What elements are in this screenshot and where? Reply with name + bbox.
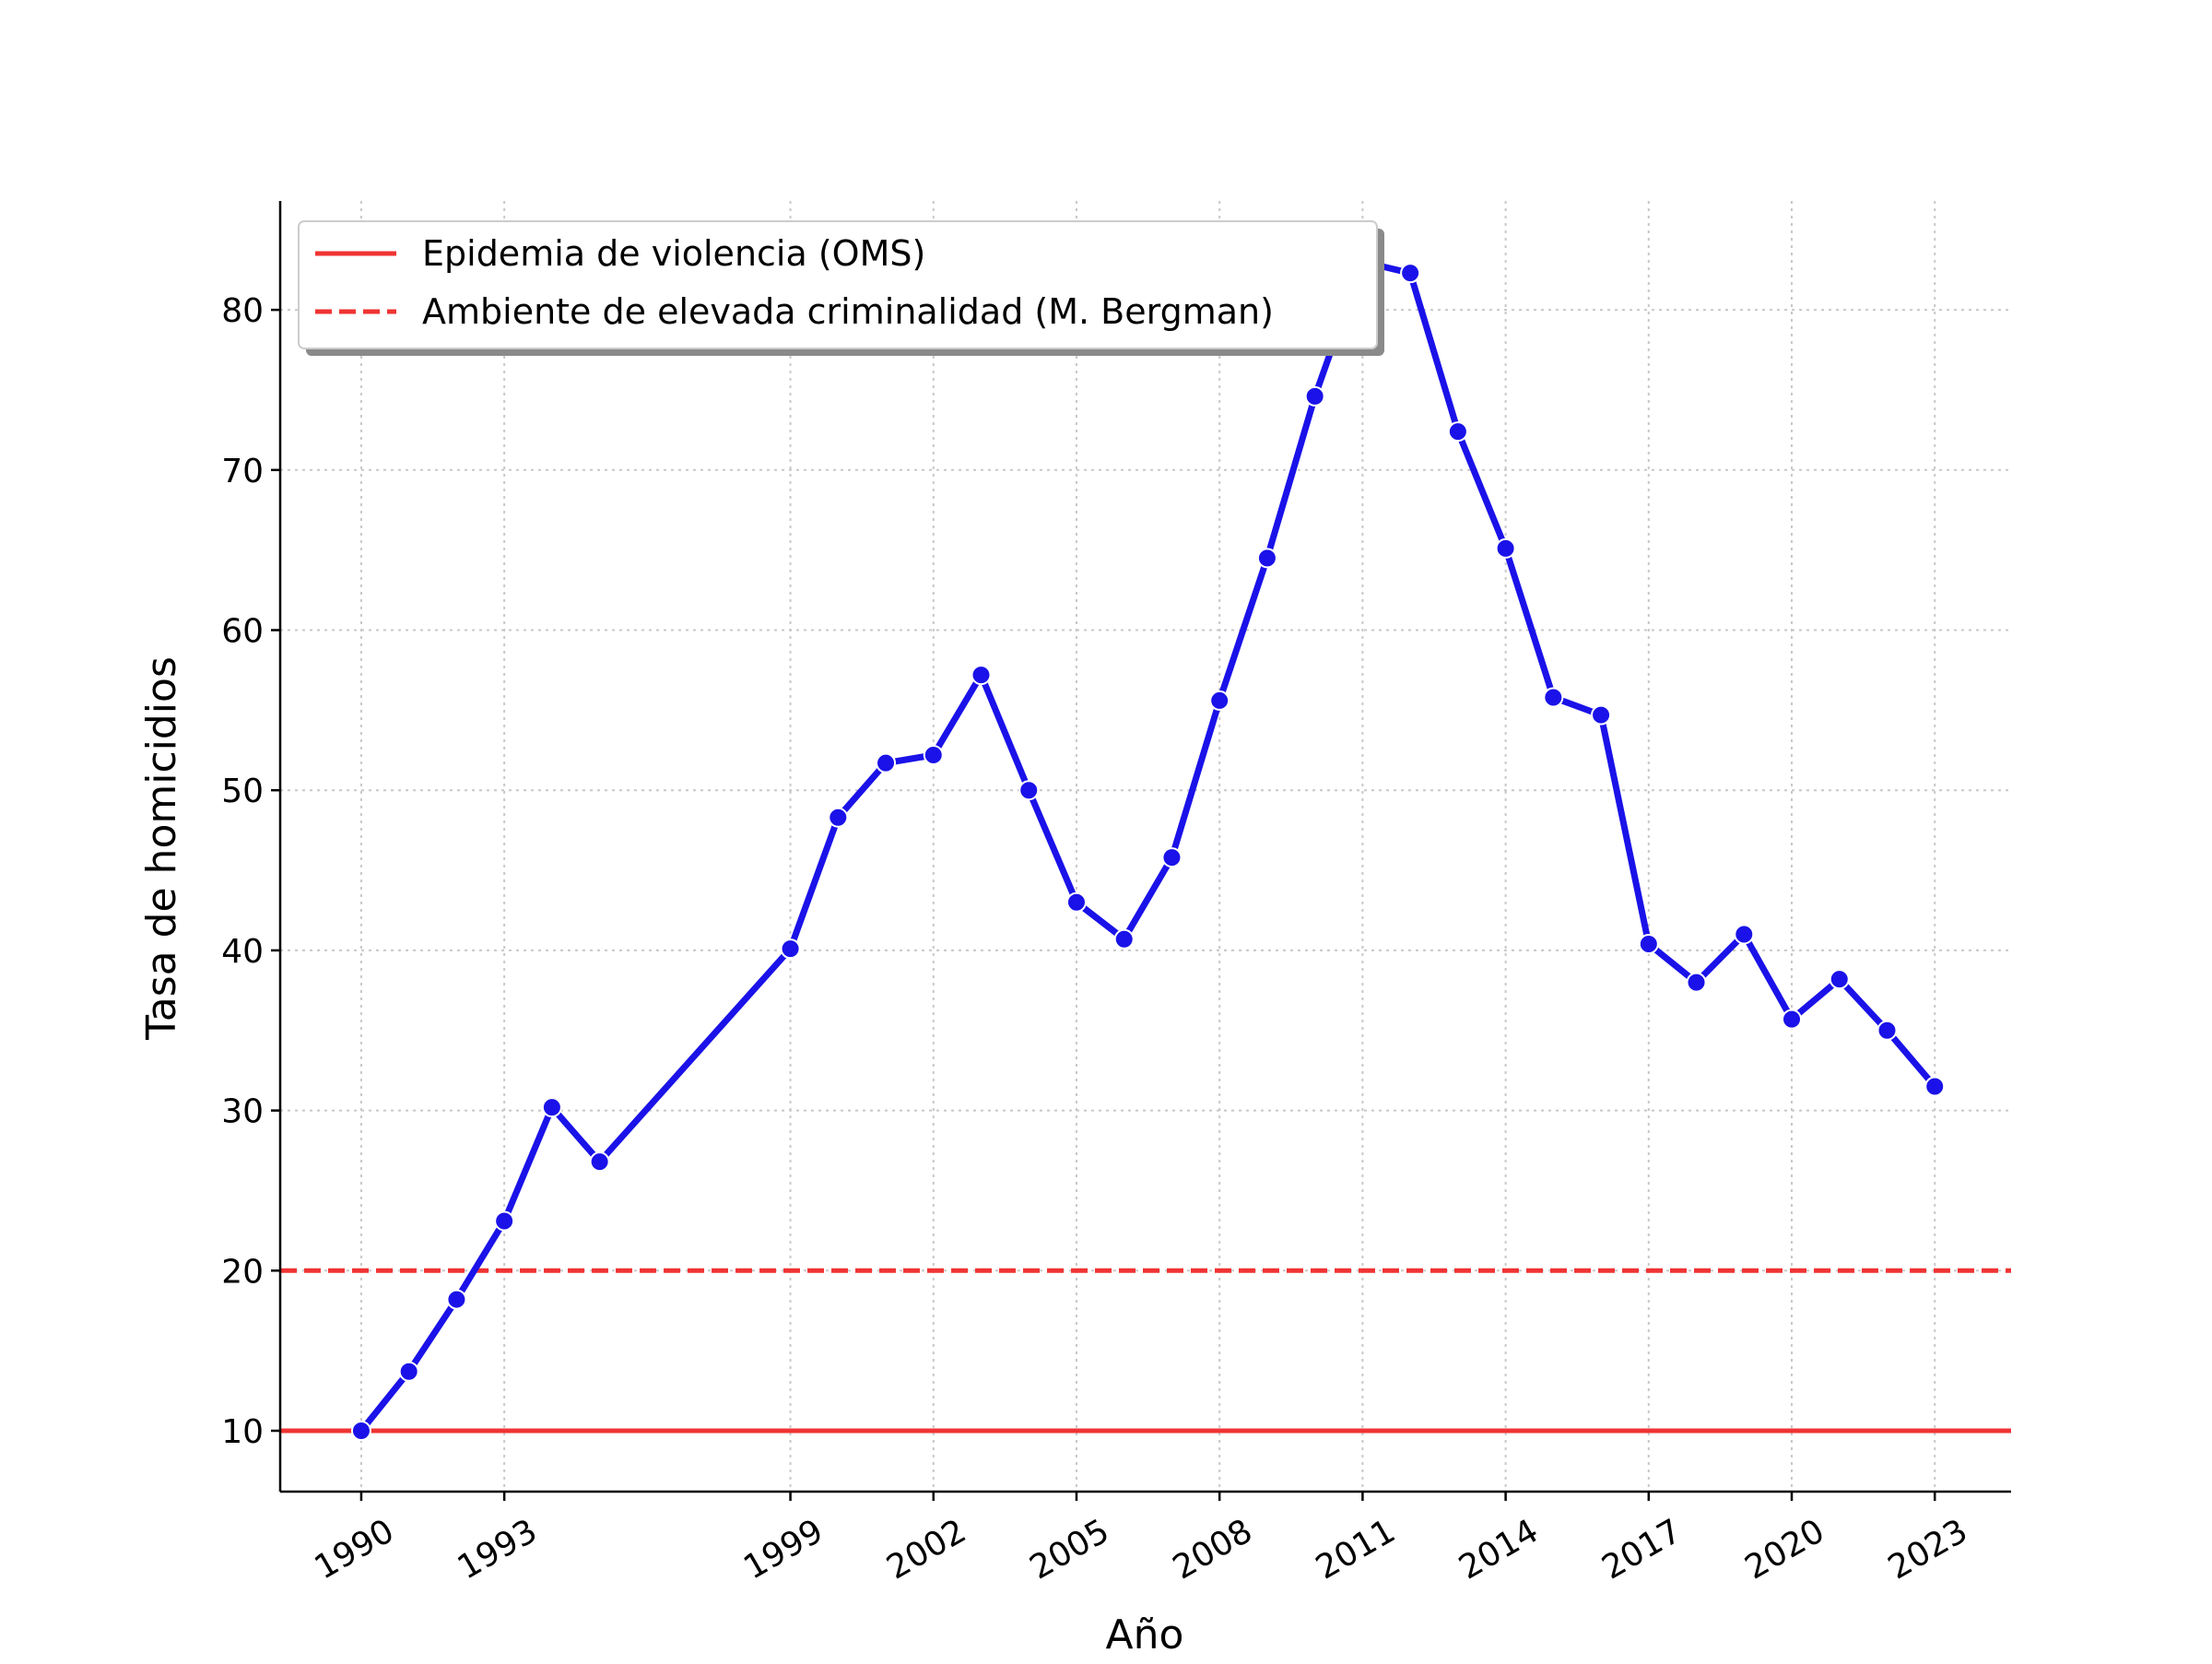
data-point [1734,924,1755,945]
x-tick-label: 2011 [1310,1512,1402,1587]
y-tick-label: 80 [221,292,264,330]
data-point [876,752,897,773]
data-point [1495,537,1516,559]
x-tick-label: 1993 [452,1512,544,1587]
axes [278,201,2011,1493]
data-point [1113,928,1135,950]
data-point [541,1097,562,1118]
series-line [358,258,1938,1434]
y-tick-label: 50 [221,773,264,810]
legend: Epidemia de violencia (OMS) Ambiente de … [298,220,1384,356]
data-point [1400,263,1421,284]
x-tick-label: 2005 [1024,1512,1116,1587]
series-layer [350,252,1946,1441]
data-point [494,1210,515,1232]
legend-label-oms: Epidemia de violencia (OMS) [422,233,925,274]
y-tick-label: 20 [221,1253,264,1291]
data-point [1924,1076,1946,1097]
data-point [350,1420,371,1441]
x-tick-label: 2020 [1739,1512,1831,1587]
x-tick-label: 2023 [1882,1512,1974,1587]
data-point [589,1151,610,1173]
data-point [1638,933,1659,954]
grid [280,201,2011,1492]
data-point [1686,972,1707,993]
data-point [923,744,944,765]
x-tick-label: 2017 [1595,1512,1688,1587]
data-point [1256,548,1277,569]
y-tick-label: 10 [221,1413,264,1451]
x-tick-label: 2002 [880,1512,972,1587]
data-point [1877,1020,1898,1041]
data-point [1161,847,1182,868]
data-point [1591,704,1612,726]
x-tick-label: 2008 [1167,1512,1259,1587]
data-point [1829,969,1850,990]
data-point [1782,1009,1803,1030]
data-point [398,1361,419,1382]
data-point [828,807,849,828]
y-tick-label: 40 [221,933,264,971]
legend-box [298,220,1378,349]
x-axis-label: Año [1106,1611,1184,1658]
data-point [971,665,992,686]
data-point [1065,891,1087,913]
data-point [1209,690,1230,711]
data-point [780,938,801,960]
y-axis-label: Tasa de homicidios [138,656,185,1041]
data-point [1018,780,1040,801]
legend-label-bergman: Ambiente de elevada criminalidad (M. Ber… [422,291,1274,332]
x-tick-label: 2014 [1453,1512,1545,1587]
data-point [1447,421,1468,443]
x-tick-label: 1990 [309,1512,401,1587]
tick-labels: 10 20 30 40 50 60 70 80 1990 1993 1999 2002 2005 2008… [221,292,1974,1587]
data-point [446,1289,467,1310]
y-tick-label: 60 [221,613,264,651]
x-tick-label: 1999 [737,1512,830,1587]
y-tick-label: 70 [221,453,264,490]
data-point [1543,687,1564,708]
data-point [1304,385,1325,407]
y-tick-label: 30 [221,1093,264,1131]
reference-lines [280,1268,2011,1434]
